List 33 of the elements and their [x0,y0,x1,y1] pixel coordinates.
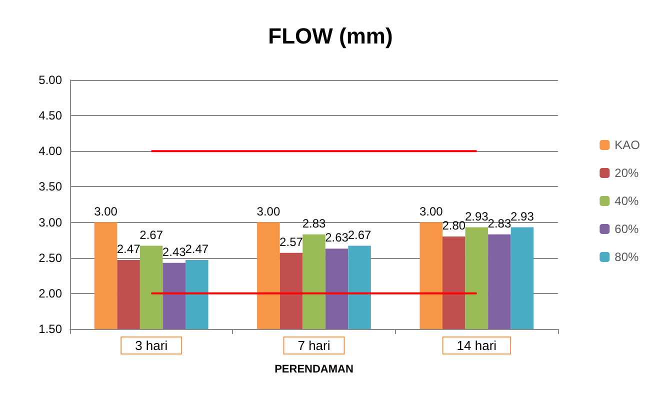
legend-label: KAO [614,138,640,152]
data-label: 3.00 [256,204,280,218]
legend-label: 80% [614,250,640,264]
x-tick-label: 3 hari [135,338,168,353]
y-tick-label: 3.50 [38,180,62,194]
legend-label: 60% [614,222,640,236]
data-label: 2.67 [348,228,372,242]
x-tick-label: 7 hari [298,338,330,353]
data-label: 3.00 [94,204,118,218]
data-label: 2.93 [510,209,534,224]
y-tick-label: 3.00 [38,215,62,230]
legend-label: 20% [614,166,640,180]
data-label: 2.83 [488,216,512,230]
data-label: 3.00 [419,204,444,218]
data-label: 2.57 [280,234,304,249]
legend-label: 40% [614,194,640,208]
y-tick-label: 5.00 [38,73,62,87]
data-label: 2.63 [325,230,349,245]
x-axis-title: PERENDAMAN [274,364,354,376]
data-label: 2.47 [116,242,141,256]
y-tick-label: 4.00 [38,144,62,158]
data-label: 2.67 [140,228,164,242]
chart-title: FLOW (mm) [268,24,393,48]
data-label: 2.93 [464,209,489,224]
y-tick-label: 2.50 [38,250,62,265]
x-tick-label: 14 hari [456,338,497,353]
y-tick-label: 2.00 [38,286,62,300]
y-tick-label: 1.50 [38,322,62,336]
y-tick-label: 4.50 [38,108,62,123]
data-label: 2.47 [185,242,209,256]
data-label: 2.43 [162,244,186,259]
data-label: 2.83 [302,216,326,230]
data-label: 2.80 [442,218,466,233]
